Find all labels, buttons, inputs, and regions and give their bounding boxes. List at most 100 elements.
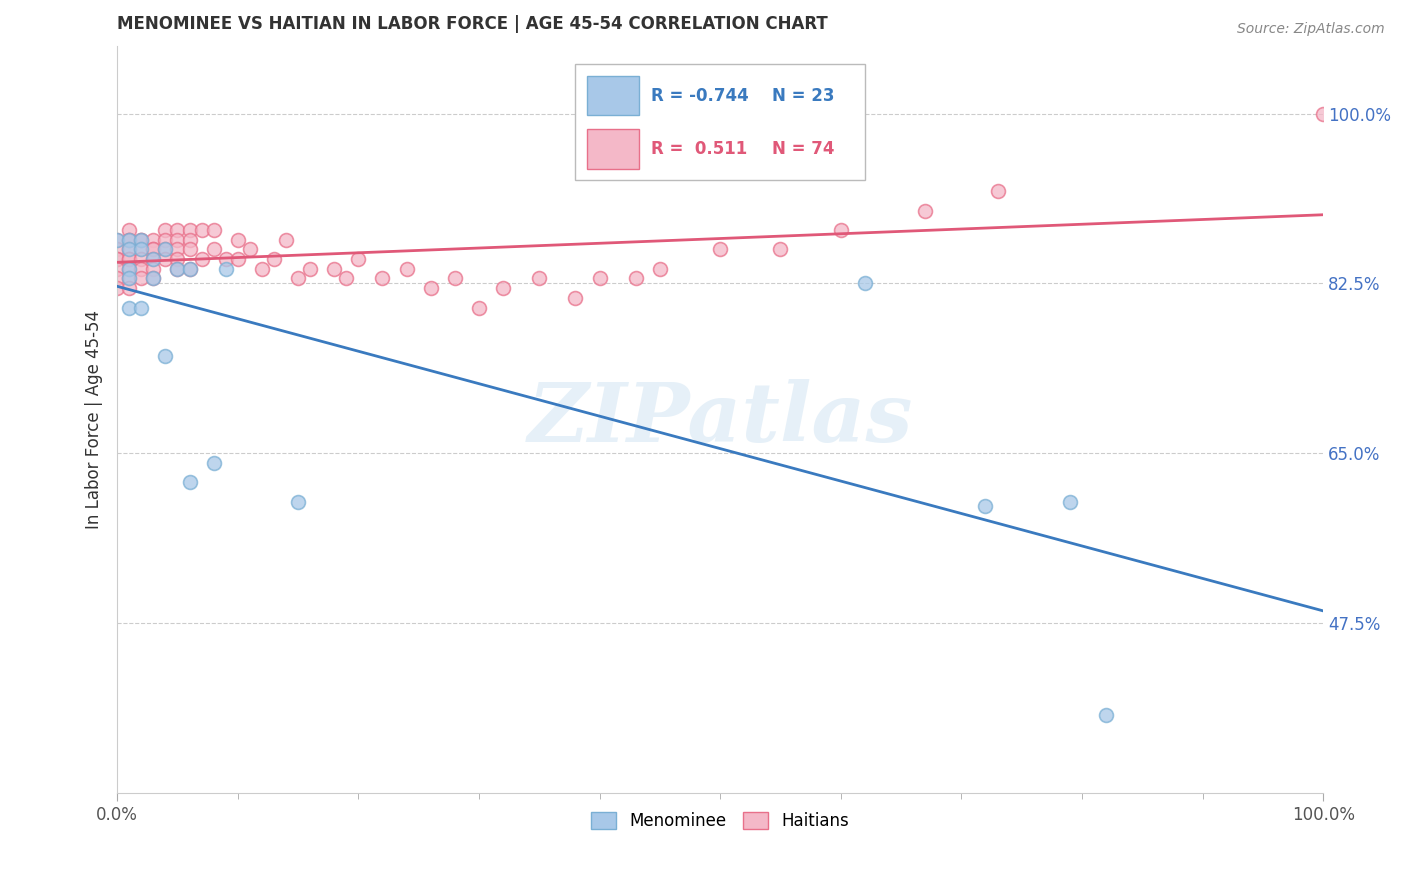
Point	[287, 494, 309, 508]
Point	[105, 252, 128, 266]
Point	[155, 243, 177, 257]
Point	[155, 243, 177, 257]
Point	[118, 261, 141, 276]
Point	[468, 301, 491, 315]
Point	[492, 281, 515, 295]
Point	[142, 261, 165, 276]
Point	[142, 271, 165, 285]
Point	[179, 261, 201, 276]
Point	[853, 277, 876, 291]
Point	[226, 252, 249, 266]
Point	[986, 184, 1008, 198]
Text: Source: ZipAtlas.com: Source: ZipAtlas.com	[1237, 22, 1385, 37]
Point	[323, 261, 346, 276]
Point	[105, 261, 128, 276]
Point	[118, 271, 141, 285]
Point	[287, 271, 309, 285]
Point	[166, 223, 188, 237]
Point	[190, 223, 212, 237]
Point	[215, 261, 238, 276]
Point	[1095, 708, 1118, 723]
Point	[335, 271, 357, 285]
Point	[274, 233, 297, 247]
Point	[131, 261, 153, 276]
Point	[250, 261, 273, 276]
Point	[118, 233, 141, 247]
Point	[131, 233, 153, 247]
Point	[166, 243, 188, 257]
Point	[202, 223, 225, 237]
Point	[131, 243, 153, 257]
Point	[131, 252, 153, 266]
Point	[142, 252, 165, 266]
Point	[371, 271, 394, 285]
Point	[166, 261, 188, 276]
Point	[131, 233, 153, 247]
Text: MENOMINEE VS HAITIAN IN LABOR FORCE | AGE 45-54 CORRELATION CHART: MENOMINEE VS HAITIAN IN LABOR FORCE | AG…	[117, 15, 828, 33]
Point	[179, 233, 201, 247]
Point	[974, 500, 997, 514]
Point	[395, 261, 418, 276]
Point	[142, 252, 165, 266]
Point	[166, 233, 188, 247]
Point	[118, 233, 141, 247]
Point	[179, 223, 201, 237]
Point	[190, 252, 212, 266]
Legend: Menominee, Haitians: Menominee, Haitians	[585, 805, 856, 837]
Point	[1059, 494, 1081, 508]
Point	[179, 261, 201, 276]
Point	[118, 301, 141, 315]
Point	[769, 243, 792, 257]
Point	[105, 233, 128, 247]
Point	[118, 243, 141, 257]
Point	[588, 271, 610, 285]
Point	[648, 261, 671, 276]
Point	[142, 233, 165, 247]
Point	[118, 252, 141, 266]
Point	[118, 281, 141, 295]
Y-axis label: In Labor Force | Age 45-54: In Labor Force | Age 45-54	[86, 310, 103, 529]
Point	[131, 301, 153, 315]
Point	[155, 252, 177, 266]
Point	[444, 271, 467, 285]
Point	[419, 281, 441, 295]
Point	[1312, 106, 1334, 120]
Point	[155, 233, 177, 247]
Point	[215, 252, 238, 266]
Point	[131, 243, 153, 257]
Point	[118, 271, 141, 285]
Point	[347, 252, 370, 266]
Point	[830, 223, 852, 237]
Point	[105, 233, 128, 247]
Point	[564, 291, 586, 305]
Point	[709, 243, 731, 257]
Point	[142, 243, 165, 257]
Point	[118, 223, 141, 237]
Text: ZIPatlas: ZIPatlas	[527, 379, 912, 459]
Point	[166, 252, 188, 266]
Point	[202, 243, 225, 257]
Point	[263, 252, 285, 266]
Point	[105, 243, 128, 257]
Point	[179, 243, 201, 257]
Point	[142, 243, 165, 257]
Point	[131, 233, 153, 247]
Point	[226, 233, 249, 247]
Point	[131, 271, 153, 285]
Point	[239, 243, 262, 257]
Point	[179, 475, 201, 490]
Point	[155, 223, 177, 237]
Point	[118, 233, 141, 247]
Point	[624, 271, 647, 285]
Point	[118, 243, 141, 257]
Point	[914, 203, 936, 218]
Point	[299, 261, 322, 276]
Point	[118, 261, 141, 276]
Point	[105, 252, 128, 266]
Point	[118, 252, 141, 266]
Point	[202, 456, 225, 470]
Point	[105, 271, 128, 285]
Point	[155, 349, 177, 363]
Point	[105, 281, 128, 295]
Point	[529, 271, 551, 285]
